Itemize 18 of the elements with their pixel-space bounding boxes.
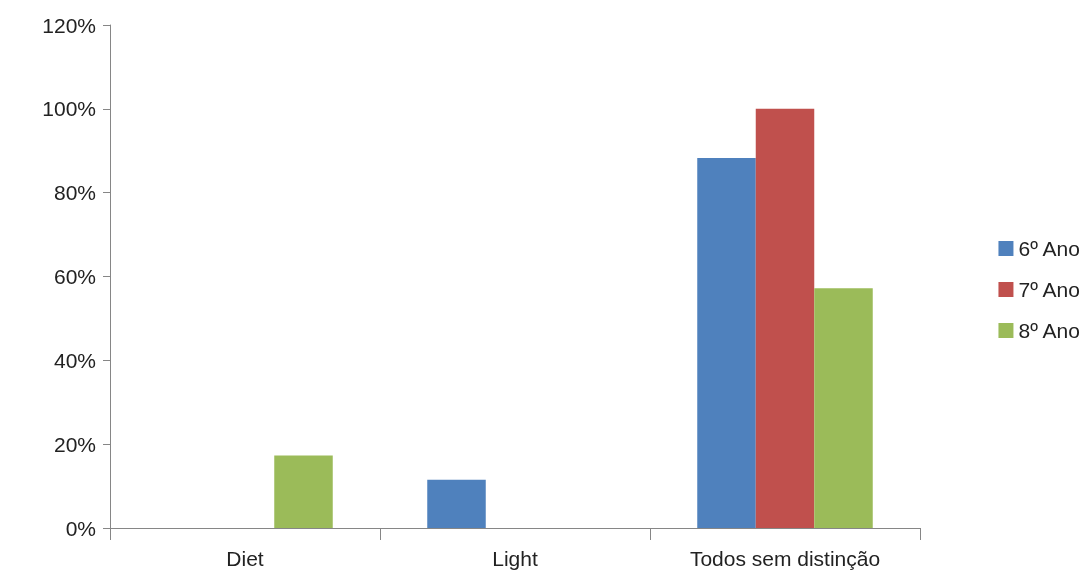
y-tick-label: 120%: [42, 13, 96, 37]
bar: [697, 157, 756, 528]
bar: [814, 288, 873, 528]
x-tick-label: Light: [492, 547, 538, 570]
y-tick-label: 0%: [65, 516, 96, 540]
y-tick-label: 20%: [53, 432, 96, 456]
legend-label: 6º Ano: [1018, 237, 1080, 260]
y-tick-label: 40%: [53, 348, 96, 372]
x-tick-label: Todos sem distinção: [689, 547, 881, 570]
legend-label: 7º Ano: [1018, 278, 1080, 301]
legend-label: 8º Ano: [1018, 319, 1080, 342]
y-tick-label: 100%: [42, 97, 96, 121]
bar: [274, 455, 333, 528]
y-tick-label: 80%: [53, 181, 96, 205]
bar: [755, 108, 815, 528]
x-tick-label: Diet: [226, 547, 264, 570]
bar: [427, 479, 486, 528]
y-tick-label: 60%: [53, 265, 96, 288]
